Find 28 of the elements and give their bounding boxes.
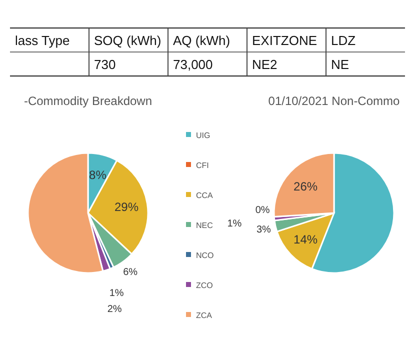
data-label: 1% xyxy=(227,218,242,230)
chart-title: 01/10/2021 Non-Commo xyxy=(268,94,400,108)
legend-label: ZCA xyxy=(196,311,213,320)
text: LDZ xyxy=(331,33,356,48)
data-label: 29% xyxy=(114,200,139,214)
data-label: 26% xyxy=(294,179,318,194)
legend-label: CFI xyxy=(196,161,209,170)
legend-label: CCA xyxy=(196,191,214,200)
text: 730 xyxy=(94,57,116,72)
text: AQ (kWh) xyxy=(173,33,230,48)
data-label: 8% xyxy=(89,168,107,182)
text: EXITZONE xyxy=(252,33,318,48)
data-label: 1% xyxy=(109,288,124,300)
text: NE xyxy=(331,57,350,72)
text: 73,000 xyxy=(173,57,213,72)
legend-label: UIG xyxy=(196,131,210,140)
data-label: 3% xyxy=(256,224,272,236)
legend-label: NEC xyxy=(196,221,214,230)
data-label: 14% xyxy=(294,232,318,247)
text: NE2 xyxy=(252,57,278,72)
data-label: 2% xyxy=(107,304,122,315)
data-label: 6% xyxy=(123,267,138,278)
legend-label: ZCO xyxy=(196,281,213,290)
text: SOQ (kWh) xyxy=(94,33,162,48)
chart-title: -Commodity Breakdown xyxy=(24,94,152,108)
text: 0% xyxy=(255,205,270,216)
text: lass Type xyxy=(15,33,70,48)
legend-label: NCO xyxy=(196,251,214,260)
